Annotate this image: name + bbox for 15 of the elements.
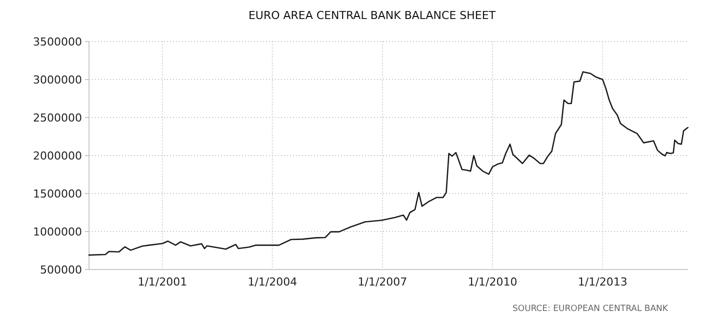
x-tick-label: 1/1/2010 [468, 276, 518, 288]
y-tick-label: 500000 [40, 263, 82, 276]
y-tick-label: 1000000 [33, 225, 82, 238]
line-series [88, 71, 689, 256]
x-tick-label: 1/1/2013 [578, 276, 628, 288]
y-tick-label: 3000000 [33, 73, 82, 86]
source-note: SOURCE: EUROPEAN CENTRAL BANK [512, 304, 668, 314]
y-tick-label: 2500000 [33, 111, 82, 124]
y-tick-label: 2000000 [33, 149, 82, 162]
y-tick-label: 3500000 [33, 35, 82, 48]
x-tick-label: 1/1/2007 [358, 276, 408, 288]
x-tick-label: 1/1/2001 [138, 276, 188, 288]
chart-title: EURO AREA CENTRAL BANK BALANCE SHEET [248, 9, 496, 22]
x-tick-label: 1/1/2004 [248, 276, 298, 288]
y-tick-label: 1500000 [33, 187, 82, 200]
